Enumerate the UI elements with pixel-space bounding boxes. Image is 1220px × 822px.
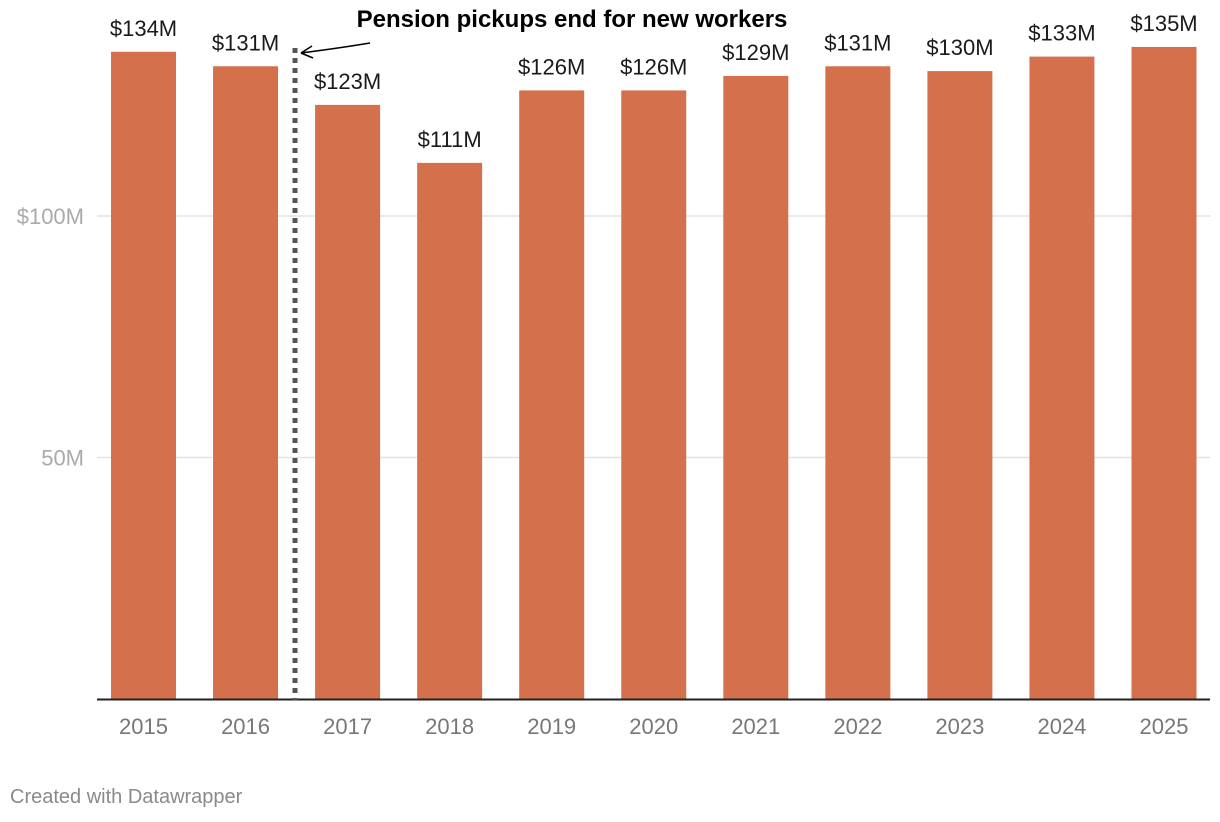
bar: [927, 71, 993, 700]
data-label: $131M: [212, 30, 279, 55]
data-label: $131M: [824, 30, 891, 55]
data-label: $130M: [926, 35, 993, 60]
annotation-arrow-icon: [300, 42, 371, 59]
bar: [825, 66, 891, 699]
data-label: $134M: [110, 16, 177, 41]
data-label: $135M: [1130, 11, 1197, 36]
bar: [1029, 56, 1095, 700]
data-label: $111M: [418, 127, 482, 152]
data-label: $123M: [314, 69, 381, 94]
x-tick-label: 2021: [731, 714, 780, 739]
bar: [723, 75, 789, 700]
x-tick-label: 2023: [935, 714, 984, 739]
x-tick-label: 2020: [629, 714, 678, 739]
bar: [213, 66, 279, 699]
x-tick-label: 2019: [527, 714, 576, 739]
x-tick-label: 2016: [221, 714, 270, 739]
bar: [417, 162, 483, 699]
data-label: $126M: [620, 54, 687, 79]
bar: [1131, 46, 1197, 699]
data-label: $129M: [722, 40, 789, 65]
axes: 2015 2016 2017 2018 2019 2020 2021 2022 2023 2024…: [97, 698, 1210, 739]
x-tick-label: 2024: [1037, 714, 1086, 739]
x-tick-label: 2015: [119, 714, 168, 739]
x-tick-label: 2022: [833, 714, 882, 739]
annotation-group: Pension pickups end for new workers: [292, 6, 788, 700]
annotation-text: Pension pickups end for new workers: [357, 6, 788, 33]
data-label: $133M: [1028, 21, 1095, 46]
data-label: $126M: [518, 54, 585, 79]
bar: [621, 90, 687, 700]
credit-footer: Created with Datawrapper: [10, 786, 243, 808]
bar: [519, 90, 585, 700]
x-tick-label: 2018: [425, 714, 474, 739]
bar: [111, 51, 176, 699]
y-tick-label: 50M: [41, 446, 84, 471]
data-labels: $134M $131M $123M $111M $126M $126M $129M $131M…: [110, 11, 1198, 152]
x-tick-label: 2025: [1140, 714, 1189, 739]
bars: [111, 46, 1197, 700]
bar: [315, 104, 381, 699]
y-tick-label: $100M: [17, 204, 84, 229]
x-tick-label: 2017: [323, 714, 372, 739]
